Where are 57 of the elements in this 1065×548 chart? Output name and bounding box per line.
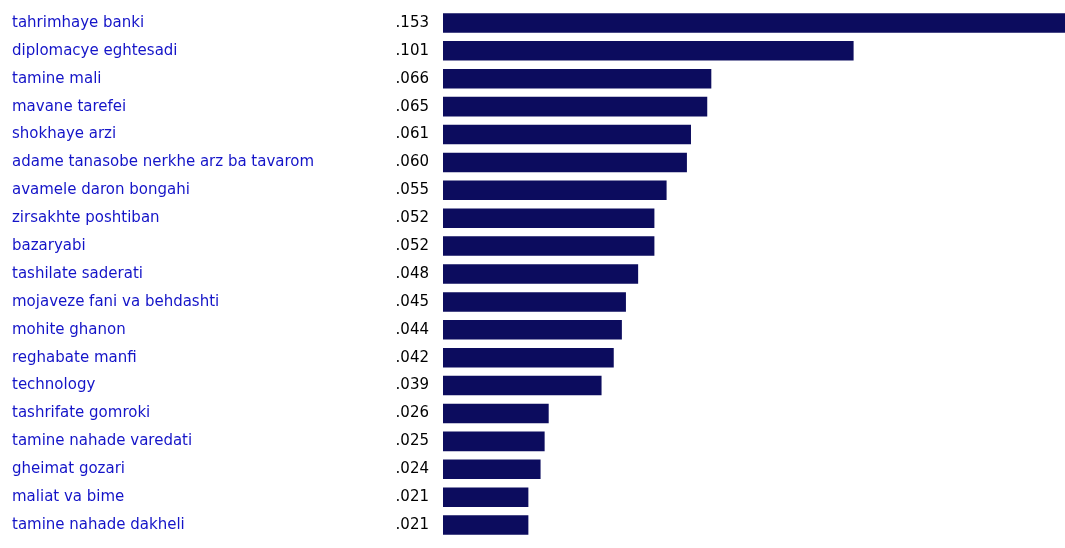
data-label: .101 [395, 40, 429, 59]
data-label: .044 [395, 319, 429, 338]
y-tick-label: bazaryabi [12, 236, 86, 254]
y-tick-label: diplomacye eghtesadi [12, 40, 178, 59]
bar [443, 236, 655, 256]
y-tick-label: technology [12, 375, 96, 394]
y-tick-label: mojaveze fani va behdashti [12, 291, 220, 310]
bar [443, 68, 712, 89]
bar [443, 347, 614, 368]
bar [443, 208, 655, 228]
bar [443, 431, 545, 452]
y-tick-label: mohite ghanon [12, 319, 126, 338]
y-tick-label: shokhaye arzi [12, 124, 117, 143]
bar [443, 41, 854, 61]
y-tick-label: adame tanasobe nerkhe arz ba tavarom [12, 152, 315, 171]
data-label: .065 [395, 96, 429, 115]
y-tick-label: reghabate manfi [12, 347, 137, 366]
y-tick-label: mavane tarefei [12, 96, 127, 115]
data-label: .042 [395, 347, 429, 366]
y-tick-label: tashrifate gomroki [12, 403, 151, 422]
data-label: .024 [395, 459, 429, 478]
data-label: .039 [395, 375, 429, 394]
bar [443, 152, 687, 173]
data-label: .021 [395, 487, 429, 506]
bar [443, 515, 529, 535]
bar [443, 13, 1065, 33]
data-label: .061 [395, 124, 429, 143]
y-tick-label: tamine nahade varedati [12, 431, 193, 450]
bar [443, 459, 541, 480]
data-label: .048 [395, 263, 429, 282]
bar [443, 96, 708, 117]
bar [443, 375, 602, 396]
y-tick-label: tashilate saderati [12, 263, 143, 282]
y-tick-label: maliat va bime [12, 487, 125, 506]
y-tick-label: gheimat gozari [12, 459, 125, 478]
y-tick-label: tamine mali [12, 68, 102, 87]
data-label: .153 [395, 12, 429, 31]
bar [443, 403, 549, 424]
data-label: .052 [395, 208, 429, 227]
y-tick-label: zirsakhte poshtiban [12, 208, 160, 227]
bar [443, 487, 529, 507]
bar [443, 292, 626, 312]
bar [443, 264, 639, 284]
data-label: .060 [395, 152, 429, 171]
y-tick-label: avamele daron bongahi [12, 180, 190, 199]
data-label: .055 [395, 180, 429, 199]
bar [443, 124, 691, 145]
bar [443, 180, 667, 201]
data-label: .025 [395, 431, 429, 450]
y-tick-label: tahrimhaye banki [12, 12, 145, 31]
data-label: .021 [395, 514, 429, 533]
data-label: .026 [395, 403, 429, 422]
bar [443, 320, 622, 340]
data-label: .052 [395, 236, 429, 254]
data-label: .066 [395, 68, 429, 87]
y-tick-label: tamine nahade dakheli [12, 514, 185, 533]
data-label: .045 [395, 291, 429, 310]
